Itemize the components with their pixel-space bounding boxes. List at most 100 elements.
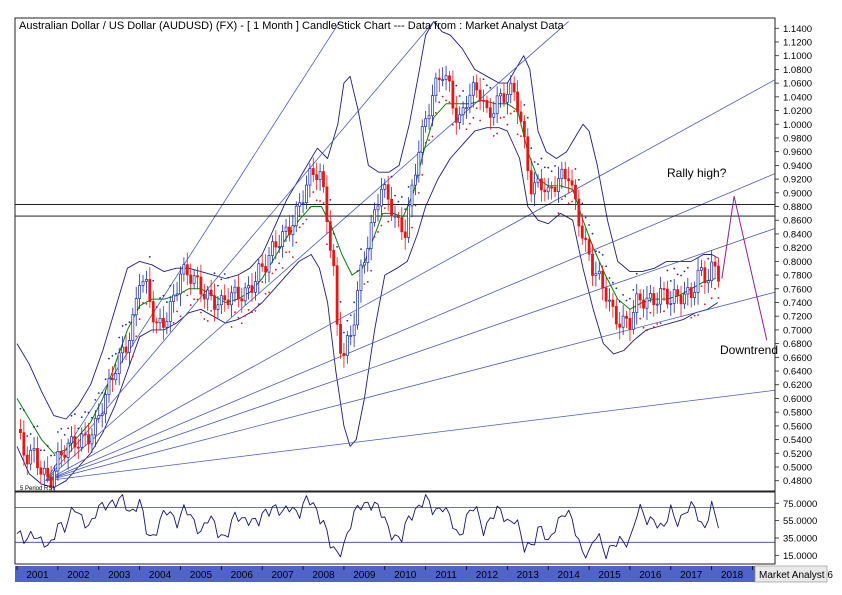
candle-body — [652, 293, 656, 306]
sar-dot — [315, 199, 318, 202]
fan-line — [45, 389, 775, 482]
sar-dot — [343, 331, 345, 334]
sar-dot — [380, 224, 383, 227]
candle-body — [567, 178, 571, 182]
sar-dot — [19, 407, 22, 410]
candle-body — [390, 198, 394, 217]
sar-dot — [530, 147, 533, 149]
sar-dot — [274, 268, 277, 271]
candle-body — [332, 249, 336, 267]
candle-body — [110, 378, 114, 381]
candle-body — [601, 270, 605, 289]
candle-body — [655, 303, 659, 306]
candle-body — [635, 293, 639, 313]
candle-body — [478, 89, 482, 101]
candle-body — [117, 352, 121, 375]
candle-body — [441, 79, 445, 81]
year-label: 2004 — [149, 570, 172, 581]
sar-dot — [291, 256, 294, 259]
candle-body — [335, 265, 339, 325]
candle-body — [349, 335, 353, 337]
candle-body — [345, 335, 349, 356]
sar-dot — [499, 117, 502, 119]
sar-dot — [486, 84, 488, 87]
sar-dot — [349, 314, 352, 317]
sar-dot — [39, 449, 42, 452]
sar-dot — [67, 427, 70, 430]
candle-body — [250, 285, 254, 293]
rsi-panel — [15, 494, 775, 560]
candle-body — [46, 467, 50, 478]
sar-dot — [615, 287, 618, 290]
candle-body — [604, 287, 608, 302]
price-tick-label: 0.5000 — [783, 463, 812, 474]
rsi-panel-frame — [14, 491, 776, 565]
sar-dot — [264, 292, 267, 295]
candle-body — [233, 286, 237, 294]
candle-body — [362, 262, 366, 266]
sar-dot — [281, 267, 284, 269]
year-label: 2002 — [67, 570, 90, 581]
sar-dot — [428, 139, 430, 142]
rsi-tick-label: 35.0000 — [783, 533, 817, 544]
sar-dot — [46, 445, 49, 447]
sar-dot — [523, 104, 526, 106]
candle-body — [182, 264, 186, 275]
sar-dot — [537, 163, 539, 166]
price-tick-label: 0.6400 — [783, 367, 812, 378]
candle-body — [492, 113, 496, 118]
candle-body — [584, 237, 588, 240]
sar-dot — [445, 99, 447, 102]
price-tick-label: 0.9800 — [783, 133, 812, 144]
candle-body — [145, 279, 148, 282]
sar-dot — [305, 218, 308, 221]
candle-body — [107, 378, 111, 395]
candle-body — [311, 168, 315, 176]
sar-dot — [288, 250, 291, 253]
price-tick-label: 0.9400 — [783, 161, 812, 172]
candle-body — [414, 174, 417, 186]
candle-body — [410, 184, 414, 207]
candle-body — [148, 279, 152, 302]
upper-band-line — [16, 20, 719, 420]
candle-body — [696, 269, 700, 293]
year-label: 2015 — [598, 570, 621, 581]
sar-dot — [492, 135, 495, 137]
candle-body — [114, 373, 118, 381]
sar-dot — [690, 316, 693, 319]
sar-dot — [121, 325, 124, 327]
candle-body — [247, 285, 250, 289]
sar-dot — [390, 175, 393, 178]
candle-body — [73, 436, 77, 448]
candle-body — [97, 415, 101, 419]
price-tick-label: 0.7600 — [783, 284, 812, 295]
sar-dot — [557, 212, 560, 215]
candle-body — [83, 433, 87, 436]
sar-dot — [588, 224, 590, 226]
sar-dot — [441, 95, 444, 98]
year-label: 2006 — [231, 570, 254, 581]
candle-body — [679, 295, 683, 305]
candle-body — [499, 93, 502, 97]
candle-body — [42, 467, 46, 475]
sar-dot — [80, 416, 83, 419]
price-axis: 1.1400 1.1200 1.1000 1.0800 1.0600 1.0400 1.02… — [775, 24, 812, 487]
sar-dot — [77, 427, 80, 430]
sar-dot — [254, 309, 257, 312]
candle-body — [373, 209, 376, 223]
sar-dot — [325, 243, 328, 246]
sar-dot — [268, 291, 270, 294]
sar-dot — [131, 355, 134, 358]
price-tick-label: 0.5200 — [783, 449, 812, 460]
candle-body — [710, 261, 714, 282]
sar-dot — [710, 297, 713, 300]
candle-body — [356, 290, 359, 326]
sar-dot — [108, 357, 110, 360]
sar-dot — [571, 200, 573, 203]
sar-dot — [43, 449, 46, 452]
price-tick-label: 0.7200 — [783, 312, 812, 323]
sar-dot — [138, 318, 141, 321]
candle-body — [706, 280, 710, 284]
candle-body — [417, 151, 421, 176]
sar-dot — [223, 273, 226, 275]
